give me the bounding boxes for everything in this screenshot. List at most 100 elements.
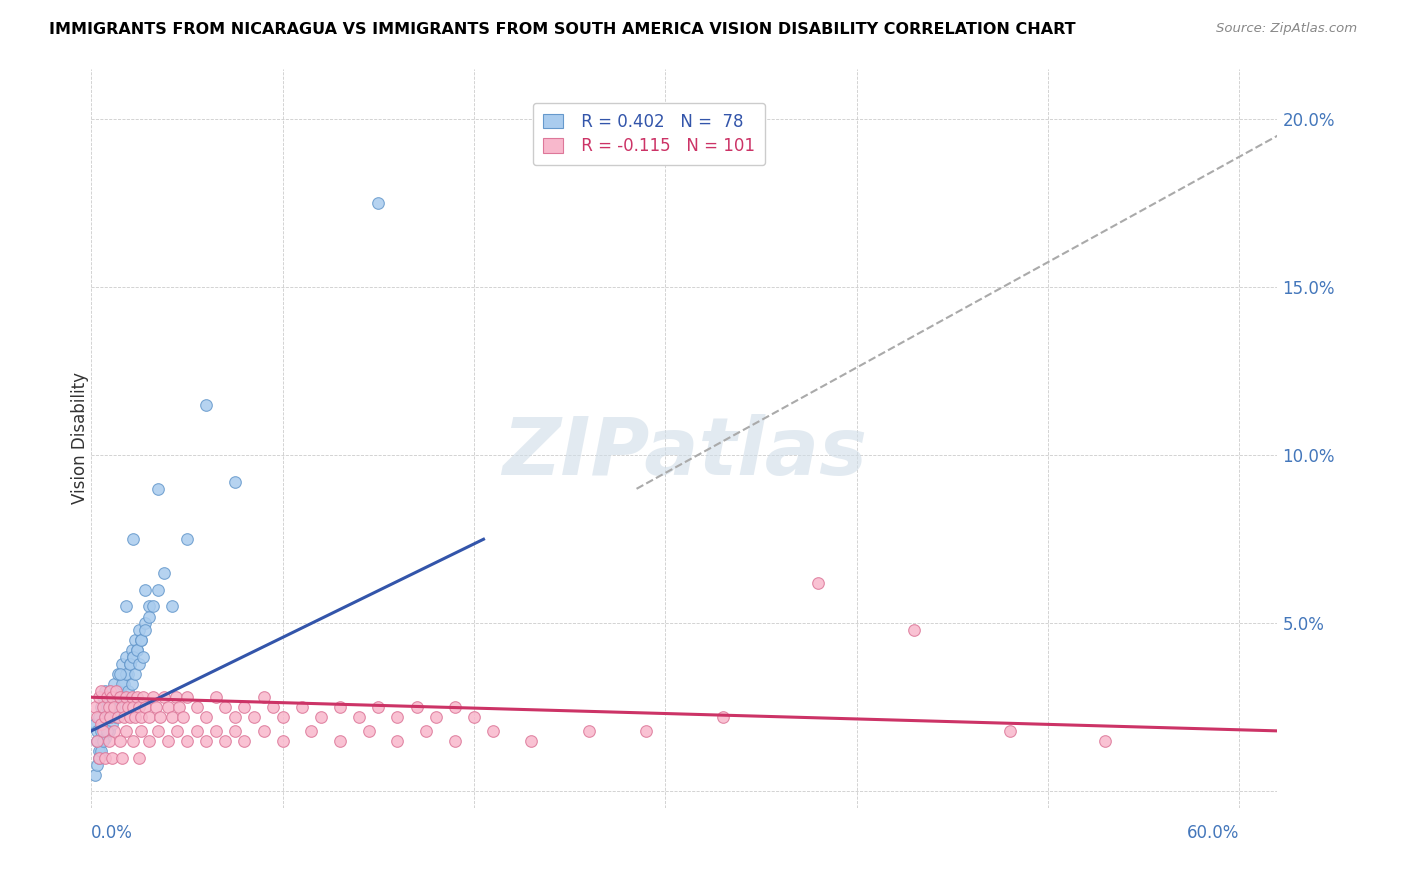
Point (91, 717, 114, 731)
Point (243, 710, 266, 724)
Point (195, 398, 218, 412)
Point (148, 482, 170, 496)
Point (87, 710, 110, 724)
Point (156, 700, 179, 714)
Point (91, 700, 114, 714)
Point (90, 700, 112, 714)
Point (195, 734, 218, 748)
Point (128, 700, 150, 714)
Text: 60.0%: 60.0% (1187, 824, 1239, 842)
Point (90, 683, 112, 698)
Point (121, 643, 143, 657)
Point (84, 717, 107, 731)
Point (97, 734, 120, 748)
Point (112, 690, 135, 705)
Point (578, 723, 600, 738)
Point (124, 666, 146, 681)
Point (111, 751, 134, 765)
Point (114, 690, 136, 705)
Point (309, 710, 332, 724)
Point (204, 690, 226, 705)
Point (86, 710, 108, 724)
Point (114, 723, 136, 738)
Point (111, 700, 134, 714)
Point (329, 700, 352, 714)
Point (186, 723, 208, 738)
Point (387, 710, 409, 724)
Point (122, 734, 145, 748)
Text: IMMIGRANTS FROM NICARAGUA VS IMMIGRANTS FROM SOUTH AMERICA VISION DISABILITY COR: IMMIGRANTS FROM NICARAGUA VS IMMIGRANTS … (49, 22, 1076, 37)
Point (357, 723, 380, 738)
Point (165, 690, 187, 705)
Point (114, 666, 136, 681)
Point (122, 533, 145, 547)
Point (97, 723, 120, 738)
Point (122, 649, 145, 664)
Point (134, 582, 156, 597)
Point (153, 690, 176, 705)
Point (117, 683, 139, 698)
Point (998, 723, 1021, 738)
Point (134, 623, 156, 637)
Point (87, 744, 110, 758)
Point (101, 751, 124, 765)
Point (100, 710, 122, 724)
Point (91, 690, 114, 705)
Point (122, 700, 145, 714)
Point (134, 616, 156, 631)
Point (86, 734, 108, 748)
Point (90, 717, 112, 731)
Point (186, 700, 208, 714)
Point (118, 657, 141, 671)
Text: Source: ZipAtlas.com: Source: ZipAtlas.com (1216, 22, 1357, 36)
Point (127, 643, 149, 657)
Point (903, 623, 925, 637)
Point (87, 690, 110, 705)
Point (387, 734, 409, 748)
Point (425, 710, 447, 724)
Point (103, 677, 125, 691)
Legend:  R = 0.402   N =  78,  R = -0.115   N = 101: R = 0.402 N = 78, R = -0.115 N = 101 (533, 103, 765, 165)
Point (329, 734, 352, 748)
Point (271, 710, 294, 724)
Point (84, 700, 107, 714)
Point (93, 683, 115, 698)
Point (195, 710, 218, 724)
Point (107, 710, 129, 724)
Point (86, 723, 108, 738)
Point (807, 576, 830, 591)
Point (214, 734, 236, 748)
Point (114, 649, 136, 664)
Point (176, 533, 198, 547)
Point (405, 700, 427, 714)
Point (142, 690, 165, 705)
Point (224, 475, 246, 489)
Point (262, 700, 284, 714)
Point (108, 734, 131, 748)
Point (252, 723, 274, 738)
Point (112, 710, 135, 724)
Point (233, 700, 256, 714)
Point (128, 623, 150, 637)
Point (142, 599, 165, 614)
Point (128, 657, 150, 671)
Point (117, 700, 139, 714)
Point (86, 734, 108, 748)
Point (711, 710, 734, 724)
Point (105, 690, 128, 705)
Point (100, 710, 122, 724)
Point (114, 599, 136, 614)
Point (122, 649, 145, 664)
Point (84, 767, 107, 781)
Point (148, 582, 170, 597)
Point (148, 723, 170, 738)
Point (204, 723, 226, 738)
Point (172, 710, 194, 724)
Point (93, 731, 115, 745)
Point (347, 710, 370, 724)
Point (97, 700, 120, 714)
Point (118, 657, 141, 671)
Point (96, 690, 118, 705)
Point (169, 700, 191, 714)
Point (93, 751, 115, 765)
